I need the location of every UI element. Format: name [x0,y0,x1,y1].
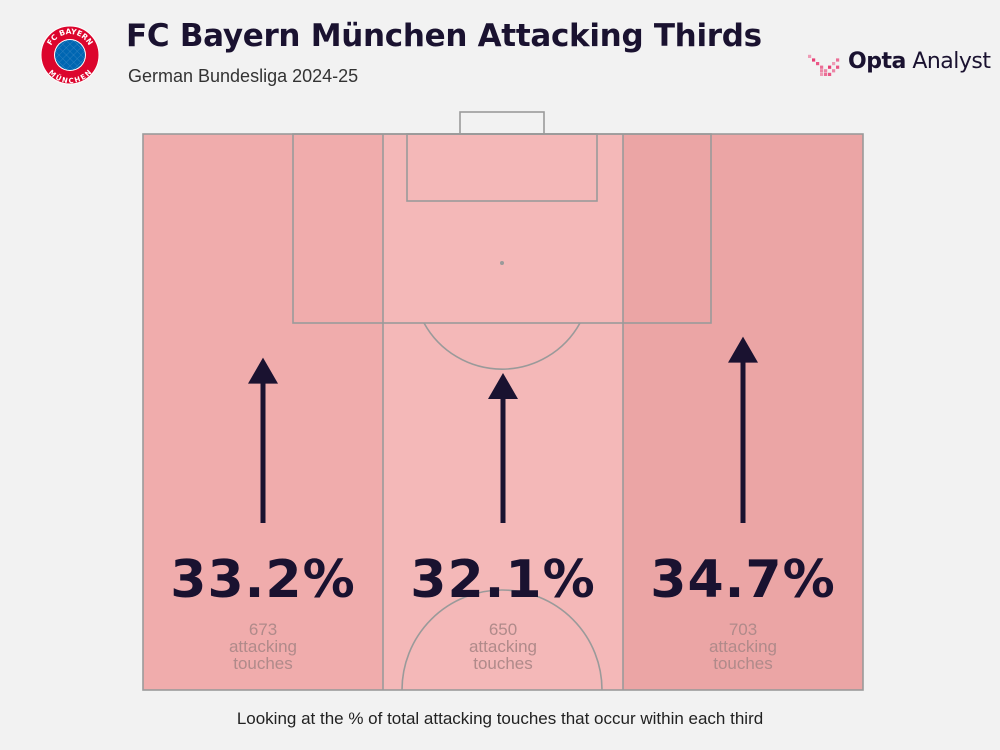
count-label-left: 673 [249,620,277,639]
arrow-head-left [248,357,278,384]
brand-logo: Opta Analyst [808,44,991,78]
count-label-centre: 650 [489,620,517,639]
goal [459,111,545,135]
unit-label-attacking-centre: attacking [469,637,537,656]
penalty-spot [500,261,504,265]
chart-caption: Looking at the % of total attacking touc… [236,709,764,728]
unit-label-touches-centre: touches [473,654,533,673]
six-yard-box [406,133,598,202]
count-label-right: 703 [729,620,757,639]
brand-bold: Opta [848,48,906,74]
unit-label-touches-right: touches [713,654,773,673]
opta-mark-icon [808,54,840,76]
penalty-arc [423,322,581,370]
arrow-head-centre [488,373,518,399]
unit-label-attacking-left: attacking [229,637,297,656]
value-label-centre: 32.1% [410,550,595,610]
page-subtitle: German Bundesliga 2024-25 [128,66,359,86]
brand-light: Analyst [912,48,991,74]
page-title: FC Bayern München Attacking Thirds [126,18,762,54]
arrow-head-right [728,336,758,363]
bayern-logo-icon: FC BAYERN MÜNCHEN [40,25,100,85]
brand-wordmark: Opta Analyst [848,49,991,74]
centre-circle-arc [401,589,603,691]
unit-label-touches-left: touches [233,654,293,673]
unit-label-attacking-right: attacking [709,637,777,656]
value-label-left: 33.2% [170,550,355,610]
value-label-right: 34.7% [650,550,835,610]
